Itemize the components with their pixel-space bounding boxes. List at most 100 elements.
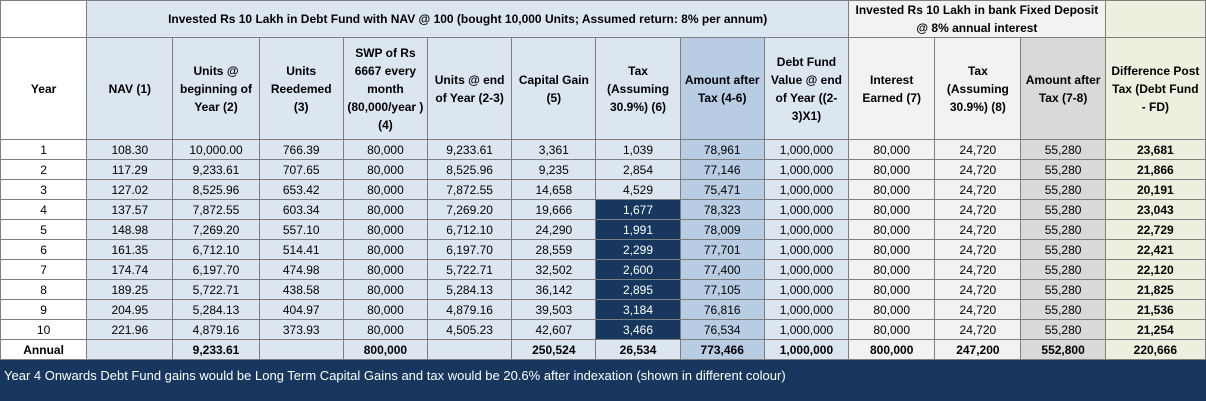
cell-units-begin: 8,525.96 [172, 179, 260, 200]
col-header-swp: SWP of Rs 6667 every month (80,000/year … [342, 37, 429, 140]
table-row: 8 189.25 5,722.71 438.58 80,000 5,284.13 36,14… [0, 279, 1206, 300]
cell-units-end: 5,722.71 [427, 259, 513, 280]
cell-year: 4 [0, 199, 88, 220]
cell-debt-value: 1,000,000 [763, 219, 850, 240]
cell-fd-tax: 24,720 [934, 179, 1022, 200]
col-header-difference: Difference Post Tax (Debt Fund - FD) [1104, 37, 1206, 140]
cell-debt-tax: 4,529 [595, 179, 681, 200]
col-header-debt-after-tax: Amount after Tax (4-6) [679, 37, 765, 140]
cell-capital-gain: 28,559 [511, 239, 597, 260]
cell-units-end: 6,712.10 [427, 219, 513, 240]
col-header-units-end: Units @ end of Year (2-3) [427, 37, 513, 140]
cell-swp: 80,000 [342, 279, 429, 300]
cell-units-end: 4,505.23 [427, 319, 513, 340]
table-row: 7 174.74 6,197.70 474.98 80,000 5,722.71 32,50… [0, 259, 1206, 280]
col-header-capital-gain: Capital Gain (5) [511, 37, 597, 140]
col-header-units-redeemed: Units Reedemed (3) [258, 37, 344, 140]
annual-fd-tax: 247,200 [934, 339, 1022, 360]
cell-swp: 80,000 [342, 259, 429, 280]
cell-nav: 174.74 [86, 259, 174, 280]
cell-units-begin: 7,872.55 [172, 199, 260, 220]
annual-units-end [427, 339, 513, 360]
cell-fd-after-tax: 55,280 [1020, 199, 1106, 220]
cell-debt-value: 1,000,000 [763, 179, 850, 200]
cell-fd-after-tax: 55,280 [1020, 139, 1106, 160]
cell-units-redeemed: 474.98 [258, 259, 344, 280]
col-header-fd-after-tax: Amount after Tax (7-8) [1020, 37, 1106, 140]
cell-nav: 108.30 [86, 139, 174, 160]
cell-interest: 80,000 [848, 199, 936, 220]
cell-units-begin: 6,197.70 [172, 259, 260, 280]
corner-cell [0, 0, 88, 38]
cell-units-redeemed: 707.65 [258, 159, 344, 180]
cell-difference: 20,191 [1104, 179, 1206, 200]
cell-capital-gain: 3,361 [511, 139, 597, 160]
table-row: 5 148.98 7,269.20 557.10 80,000 6,712.10 24,29… [0, 219, 1206, 240]
cell-year: 8 [0, 279, 88, 300]
table-row: 10 221.96 4,879.16 373.93 80,000 4,505.23 42,6… [0, 319, 1206, 340]
cell-fd-after-tax: 55,280 [1020, 219, 1106, 240]
cell-year: 3 [0, 179, 88, 200]
cell-fd-after-tax: 55,280 [1020, 179, 1106, 200]
cell-units-redeemed: 603.34 [258, 199, 344, 220]
cell-fd-after-tax: 55,280 [1020, 239, 1106, 260]
cell-nav: 189.25 [86, 279, 174, 300]
cell-debt-tax: 1,039 [595, 139, 681, 160]
cell-difference: 21,254 [1104, 319, 1206, 340]
annual-total-row: Annual 9,233.61 800,000 250,524 26,534 773,46… [0, 339, 1206, 360]
cell-debt-after-tax: 78,009 [679, 219, 765, 240]
cell-interest: 80,000 [848, 139, 936, 160]
annual-swp: 800,000 [342, 339, 429, 360]
cell-difference: 21,866 [1104, 159, 1206, 180]
footnote-strip [0, 391, 1206, 401]
cell-units-end: 7,269.20 [427, 199, 513, 220]
cell-fd-tax: 24,720 [934, 279, 1022, 300]
cell-debt-after-tax: 78,961 [679, 139, 765, 160]
table-body: 1 108.30 10,000.00 766.39 80,000 9,233.61 3,36… [0, 139, 1206, 360]
cell-debt-after-tax: 76,816 [679, 299, 765, 320]
cell-year: 9 [0, 299, 88, 320]
cell-nav: 117.29 [86, 159, 174, 180]
col-header-debt-value: Debt Fund Value @ end of Year ((2-3)X1) [763, 37, 850, 140]
annual-fd-after-tax: 552,800 [1020, 339, 1106, 360]
cell-year: 5 [0, 219, 88, 240]
cell-swp: 80,000 [342, 299, 429, 320]
cell-debt-after-tax: 75,471 [679, 179, 765, 200]
table-row: 3 127.02 8,525.96 653.42 80,000 7,872.55 14,65… [0, 179, 1206, 200]
annual-debt-tax: 26,534 [595, 339, 681, 360]
cell-units-end: 4,879.16 [427, 299, 513, 320]
cell-interest: 80,000 [848, 179, 936, 200]
annual-units-redeemed [258, 339, 344, 360]
annual-debt-after-tax: 773,466 [679, 339, 765, 360]
cell-debt-after-tax: 77,400 [679, 259, 765, 280]
cell-debt-tax: 1,991 [595, 219, 681, 240]
cell-difference: 23,681 [1104, 139, 1206, 160]
cell-capital-gain: 9,235 [511, 159, 597, 180]
cell-debt-value: 1,000,000 [763, 239, 850, 260]
table-row: 4 137.57 7,872.55 603.34 80,000 7,269.20 19,66… [0, 199, 1206, 220]
cell-interest: 80,000 [848, 259, 936, 280]
table-row: 2 117.29 9,233.61 707.65 80,000 8,525.96 9,235… [0, 159, 1206, 180]
cell-debt-after-tax: 76,534 [679, 319, 765, 340]
cell-nav: 221.96 [86, 319, 174, 340]
cell-year: 7 [0, 259, 88, 280]
cell-swp: 80,000 [342, 319, 429, 340]
cell-swp: 80,000 [342, 139, 429, 160]
cell-interest: 80,000 [848, 299, 936, 320]
cell-fd-tax: 24,720 [934, 139, 1022, 160]
cell-difference: 21,536 [1104, 299, 1206, 320]
cell-units-redeemed: 404.97 [258, 299, 344, 320]
cell-fd-after-tax: 55,280 [1020, 159, 1106, 180]
cell-fd-tax: 24,720 [934, 259, 1022, 280]
cell-units-end: 6,197.70 [427, 239, 513, 260]
cell-units-end: 5,284.13 [427, 279, 513, 300]
cell-units-redeemed: 438.58 [258, 279, 344, 300]
col-header-units-begin: Units @ beginning of Year (2) [172, 37, 260, 140]
cell-units-end: 7,872.55 [427, 179, 513, 200]
cell-swp: 80,000 [342, 159, 429, 180]
cell-interest: 80,000 [848, 159, 936, 180]
annual-nav [86, 339, 174, 360]
cell-interest: 80,000 [848, 239, 936, 260]
cell-capital-gain: 19,666 [511, 199, 597, 220]
cell-fd-tax: 24,720 [934, 219, 1022, 240]
